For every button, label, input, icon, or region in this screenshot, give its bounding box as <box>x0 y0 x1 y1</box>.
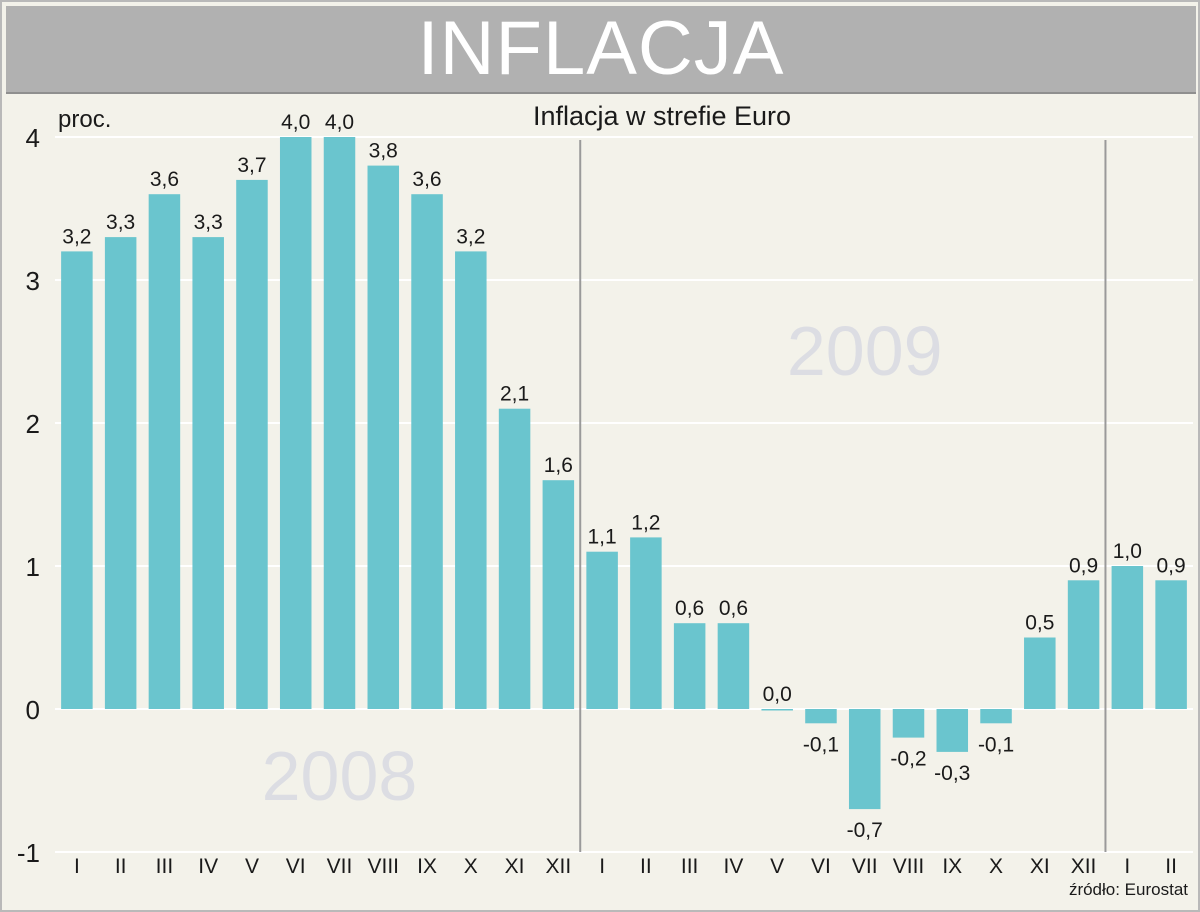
data-label: 3,7 <box>237 154 266 177</box>
y-tick-label: 0 <box>26 695 40 725</box>
x-tick-label: IV <box>724 855 744 878</box>
banner-title: INFLACJA <box>417 6 785 91</box>
bar <box>323 137 356 709</box>
x-tick-label: IV <box>198 855 218 878</box>
x-tick-label: VI <box>811 855 831 878</box>
bar <box>936 709 969 752</box>
bar <box>104 237 137 709</box>
data-label: -0,1 <box>803 733 839 756</box>
x-tick-label: V <box>245 855 259 878</box>
data-label: 0,6 <box>675 597 704 620</box>
bar <box>367 165 400 710</box>
x-tick-label: VII <box>327 855 353 878</box>
y-tick-label: 4 <box>26 123 40 153</box>
bar <box>148 194 181 709</box>
data-label: 1,1 <box>588 526 617 549</box>
data-label: 0,5 <box>1025 612 1054 635</box>
data-label: 1,0 <box>1113 540 1142 563</box>
bar <box>717 623 750 709</box>
x-tick-label: III <box>156 855 174 878</box>
y-tick-label: 1 <box>26 552 40 582</box>
data-label: -0,1 <box>978 733 1014 756</box>
bar <box>673 623 706 709</box>
data-label: 3,6 <box>412 168 441 191</box>
x-tick-label: XII <box>1071 855 1097 878</box>
y-tick-label: 3 <box>26 266 40 296</box>
x-tick-label: I <box>1124 855 1130 878</box>
x-tick-label: VIII <box>368 855 400 878</box>
x-tick-label: IX <box>417 855 437 878</box>
bar <box>1024 637 1056 709</box>
data-label: 4,0 <box>325 111 354 134</box>
x-tick-label: I <box>599 855 605 878</box>
data-label: 2,1 <box>500 383 529 406</box>
chart-title: Inflacja w strefie Euro <box>532 101 792 131</box>
data-label: 4,0 <box>281 111 310 134</box>
bar <box>1111 566 1144 709</box>
source-note: źródło: Eurostat <box>1068 880 1188 899</box>
y-axis-label: proc. <box>58 106 112 133</box>
x-tick-label: VIII <box>893 855 925 878</box>
data-label: 0,9 <box>1069 554 1098 577</box>
bar <box>1155 580 1187 709</box>
x-tick-label: VI <box>286 855 306 878</box>
year-label: 2008 <box>262 737 418 815</box>
x-tick-label: VII <box>852 855 878 878</box>
data-label: -0,7 <box>847 819 883 842</box>
bar <box>236 179 268 709</box>
bar <box>848 709 881 810</box>
x-tick-label: X <box>989 855 1003 878</box>
data-label: 0,6 <box>719 597 748 620</box>
bar <box>892 709 925 738</box>
y-tick-label: 2 <box>26 409 40 439</box>
data-label: 3,8 <box>369 140 398 163</box>
data-label: 0,0 <box>763 683 792 706</box>
data-label: -0,3 <box>934 762 970 785</box>
bar <box>805 709 837 724</box>
bar <box>279 137 312 709</box>
bar <box>586 551 618 709</box>
x-tick-label: II <box>640 855 652 878</box>
x-tick-label: II <box>1165 855 1177 878</box>
data-label: 3,6 <box>150 168 179 191</box>
x-tick-label: X <box>464 855 478 878</box>
x-tick-label: II <box>115 855 127 878</box>
x-tick-label: XII <box>546 855 572 878</box>
data-label: 3,3 <box>194 211 223 234</box>
bar <box>498 408 531 709</box>
data-label: -0,2 <box>890 748 926 771</box>
x-tick-label: XI <box>1030 855 1050 878</box>
bar <box>761 709 793 711</box>
bar <box>630 537 662 709</box>
bar <box>980 709 1012 724</box>
data-label: 3,3 <box>106 211 135 234</box>
data-label: 3,2 <box>62 225 91 248</box>
bar <box>1067 580 1100 709</box>
bar <box>61 251 93 709</box>
x-tick-label: IX <box>942 855 962 878</box>
year-label: 2009 <box>787 312 943 390</box>
y-tick-label: -1 <box>17 838 40 868</box>
data-label: 1,6 <box>544 454 573 477</box>
x-tick-label: XI <box>505 855 525 878</box>
x-tick-label: III <box>681 855 699 878</box>
bar <box>411 194 443 709</box>
title-banner: INFLACJA <box>6 6 1196 94</box>
bar <box>192 237 224 709</box>
data-label: 0,9 <box>1157 554 1186 577</box>
x-tick-label: V <box>770 855 784 878</box>
bar <box>542 480 575 709</box>
bar <box>455 251 487 709</box>
x-tick-label: I <box>74 855 80 878</box>
data-label: 3,2 <box>456 225 485 248</box>
data-label: 1,2 <box>631 511 660 534</box>
